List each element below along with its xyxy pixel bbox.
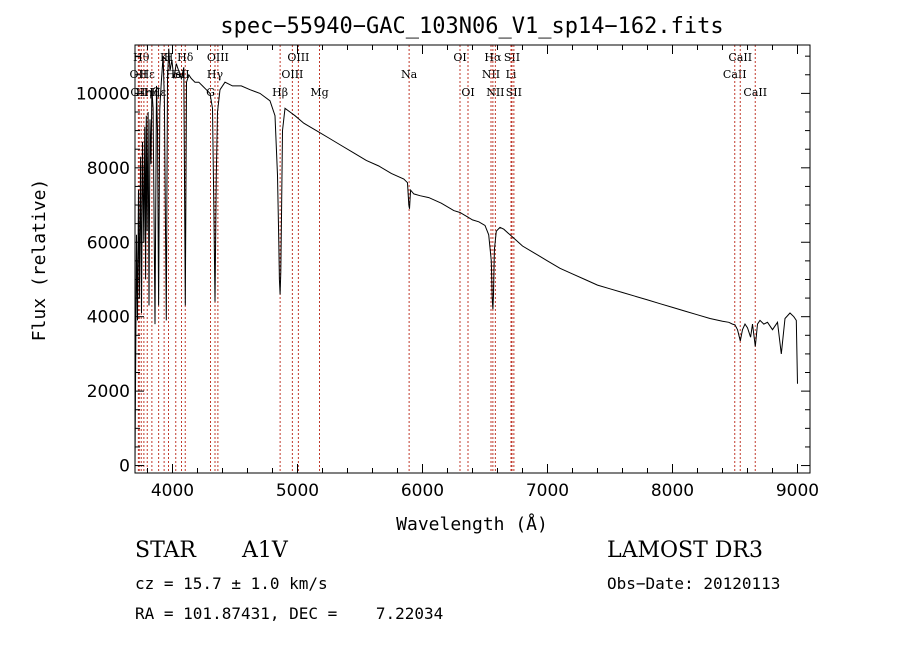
spectral-line-markers: OIIOIIHθHηHεHζHεKHHeISIIHδGHγOIIIHβOIIIO…	[130, 45, 767, 473]
spectral-line-label: OIII	[287, 51, 309, 64]
y-tick-label: 8000	[87, 159, 130, 179]
chart-title: spec−55940−GAC_103N06_V1_sp14−162.fits	[220, 14, 723, 39]
spectral-line-label: OI	[461, 86, 474, 99]
spectral-line-label: Hα	[484, 51, 502, 64]
spectral-line-label: OIII	[281, 68, 303, 81]
redshift-cz: cz = 15.7 ± 1.0 km/s	[135, 574, 328, 593]
y-tick-label: 2000	[87, 382, 130, 402]
spectral-line-label: Mg	[310, 86, 328, 99]
spectral-line-label: Hδ	[177, 51, 194, 64]
spectral-line-label: Hη	[136, 86, 152, 99]
y-axis-label: Flux (relative)	[29, 179, 50, 342]
spectral-line-label: Na	[401, 68, 418, 81]
spectral-line-label: Hε	[151, 86, 167, 99]
spectral-line-label: CaII	[723, 68, 747, 81]
observation-date: Obs−Date: 20120113	[607, 574, 781, 593]
spectral-line-label: CaII	[728, 51, 752, 64]
x-tick-label: 7000	[526, 481, 569, 501]
x-tick-label: 5000	[276, 481, 319, 501]
spectral-line-label: CaII	[743, 86, 767, 99]
coordinates: RA = 101.87431, DEC = 7.22034	[135, 604, 444, 623]
axis-ticks: 4000 5000 6000 7000 8000 9000 0 2000 4000 6000 800…	[76, 45, 819, 501]
spectral-line-label: Hε	[140, 68, 156, 81]
spectral-line-label: OI	[453, 51, 466, 64]
spectral-line-label: SII	[504, 51, 520, 64]
spectral-line-label: K	[160, 51, 169, 64]
spectral-line-label: NII	[482, 68, 500, 81]
object-class: STAR	[135, 538, 196, 563]
x-axis-label: Wavelength (Å)	[396, 513, 548, 535]
spectral-line-label: OIII	[207, 51, 229, 64]
y-tick-label: 6000	[87, 233, 130, 253]
spectral-line-label: NII	[486, 86, 504, 99]
survey-name: LAMOST DR3	[607, 538, 763, 563]
y-tick-label: 10000	[76, 84, 130, 104]
y-tick-label: 4000	[87, 308, 130, 328]
object-subclass: A1V	[242, 538, 288, 563]
spectral-line-label: Li	[506, 68, 517, 81]
spectral-line-label: Hθ	[133, 51, 150, 64]
flux-series-line	[134, 48, 798, 466]
spectral-line-label: Hβ	[272, 86, 288, 99]
plot-frame	[134, 44, 811, 474]
spectral-line-label: G	[206, 86, 215, 99]
spectral-line-label: Hγ	[207, 68, 224, 81]
y-tick-label: 0	[119, 457, 130, 477]
spectral-line-label: SII	[506, 86, 522, 99]
x-tick-label: 4000	[151, 481, 194, 501]
x-tick-label: 9000	[776, 481, 819, 501]
x-tick-label: 8000	[651, 481, 694, 501]
x-tick-label: 6000	[401, 481, 444, 501]
